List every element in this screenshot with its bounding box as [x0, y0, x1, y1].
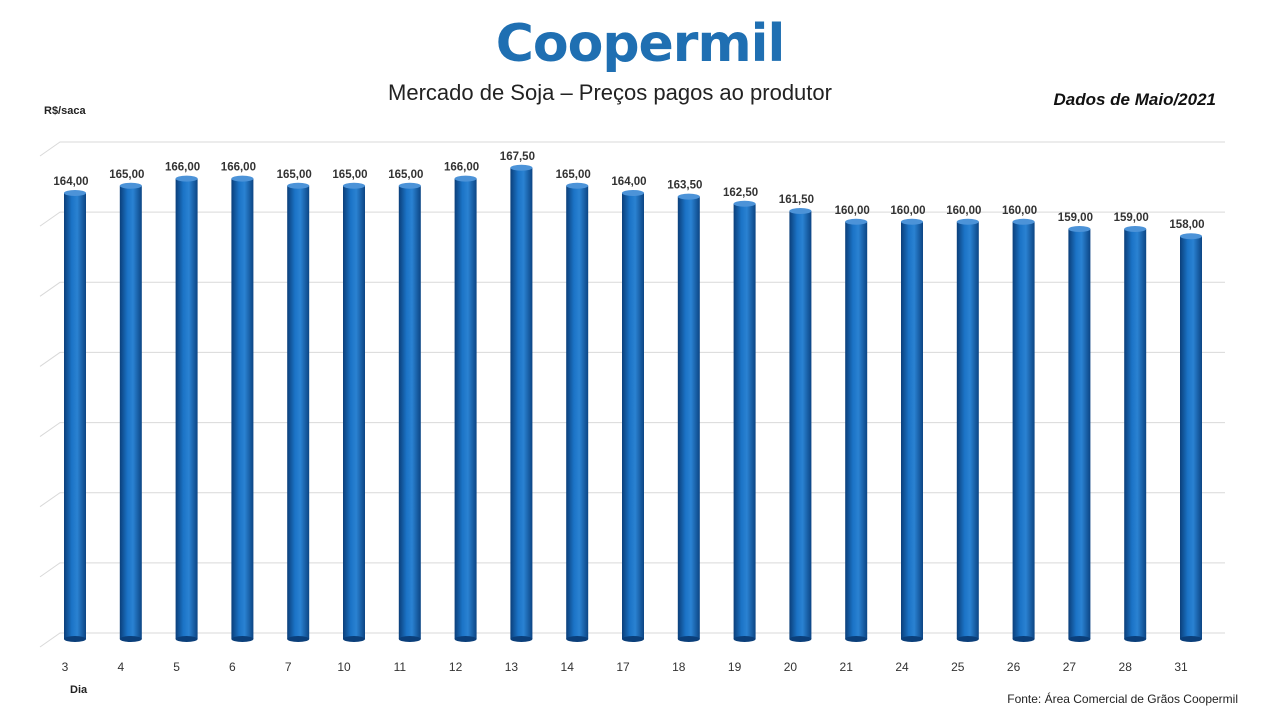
grid-line — [39, 211, 1225, 227]
x-tick-label: 10 — [337, 660, 351, 674]
value-label: 160,00 — [835, 205, 870, 217]
bar — [343, 182, 365, 642]
value-label: 163,50 — [667, 180, 702, 192]
bar — [119, 182, 142, 642]
grid-line — [39, 562, 1225, 578]
y-axis-label: R$/saca — [44, 105, 86, 117]
x-tick-label: 25 — [951, 660, 965, 674]
bar — [454, 175, 477, 642]
x-tick-label: 4 — [117, 660, 124, 674]
bar — [901, 218, 923, 642]
coopermil-logo: Coopermil — [495, 14, 786, 74]
bar — [1124, 226, 1147, 642]
bar — [64, 190, 86, 642]
value-label: 166,00 — [165, 162, 200, 174]
x-tick-label: 24 — [895, 660, 909, 674]
bar — [1180, 233, 1202, 642]
value-label: 164,00 — [611, 176, 646, 188]
bar — [845, 218, 868, 642]
bar — [956, 218, 979, 642]
grid-line — [39, 281, 1225, 297]
value-label: 160,00 — [946, 205, 981, 217]
bar — [566, 182, 589, 642]
grid-line — [39, 141, 1225, 157]
value-label: 159,00 — [1114, 212, 1149, 224]
bar — [398, 182, 421, 642]
x-tick-labels: 3 4 5 6 7 10 11 12 13 14 17 18 19 20 21 24 25 26 27 28 31 — [62, 660, 1188, 674]
x-tick-label: 7 — [285, 660, 292, 674]
value-label: 165,00 — [332, 169, 367, 181]
bars — [64, 164, 1202, 642]
x-tick-label: 6 — [229, 660, 236, 674]
x-tick-label: 14 — [561, 660, 575, 674]
x-tick-label: 26 — [1007, 660, 1021, 674]
x-tick-label: 27 — [1063, 660, 1077, 674]
value-label: 161,50 — [779, 194, 814, 206]
x-tick-label: 11 — [394, 660, 407, 674]
value-label: 165,00 — [556, 169, 591, 181]
x-tick-label: 12 — [449, 660, 463, 674]
grid-line — [39, 422, 1225, 437]
bar — [1068, 226, 1091, 642]
chart-title: Mercado de Soja – Preços pagos ao produt… — [388, 80, 832, 105]
x-tick-label: 3 — [62, 660, 69, 674]
grid-line — [39, 492, 1225, 508]
bar — [622, 190, 644, 642]
value-label: 165,00 — [109, 169, 144, 181]
grid-line — [39, 351, 1225, 367]
value-label: 166,00 — [444, 162, 479, 174]
x-tick-label: 17 — [616, 660, 630, 674]
bar — [231, 175, 254, 642]
value-label: 167,50 — [500, 151, 535, 163]
value-label: 164,00 — [53, 176, 88, 188]
value-label: 162,50 — [723, 187, 758, 199]
value-labels: 164,00 165,00 166,00 166,00 165,00 165,00 165,… — [53, 151, 1204, 231]
x-tick-label: 21 — [840, 660, 854, 674]
grid-lines — [39, 141, 1225, 648]
x-axis-label: Dia — [70, 684, 88, 696]
value-label: 159,00 — [1058, 212, 1093, 224]
grid-line — [39, 632, 1225, 648]
x-tick-label: 20 — [784, 660, 798, 674]
x-tick-label: 31 — [1174, 660, 1188, 674]
x-tick-label: 28 — [1119, 660, 1133, 674]
value-label: 160,00 — [1002, 205, 1037, 217]
bar — [1012, 218, 1035, 642]
value-label: 160,00 — [890, 205, 925, 217]
chart-subtitle: Dados de Maio/2021 — [1053, 90, 1216, 109]
bar — [677, 193, 700, 642]
bar — [287, 182, 310, 642]
x-tick-label: 5 — [173, 660, 180, 674]
source-note: Fonte: Área Comercial de Grãos Coopermil — [1007, 692, 1238, 706]
value-label: 165,00 — [388, 169, 423, 181]
bar — [175, 175, 198, 642]
value-label: 165,00 — [277, 169, 312, 181]
x-tick-label: 19 — [728, 660, 742, 674]
bar — [733, 200, 756, 642]
value-label: 158,00 — [1169, 219, 1204, 231]
x-tick-label: 13 — [505, 660, 519, 674]
value-label: 166,00 — [221, 162, 256, 174]
bar — [789, 208, 812, 642]
x-tick-label: 18 — [672, 660, 686, 674]
bar — [510, 164, 533, 642]
